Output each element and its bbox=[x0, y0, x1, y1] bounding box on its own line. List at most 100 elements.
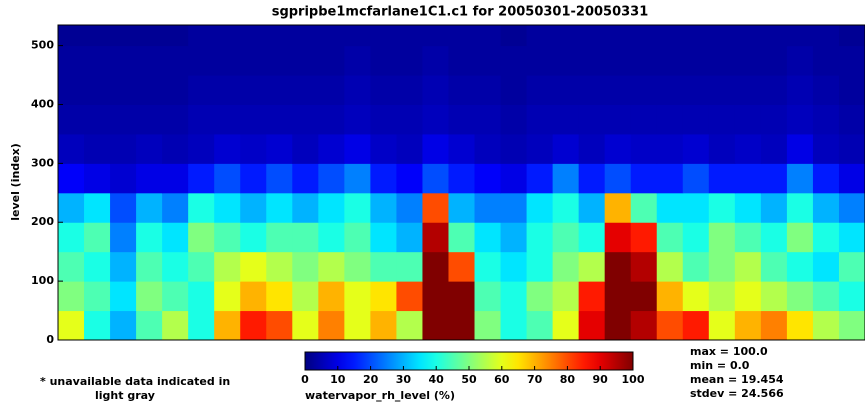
heat-cell bbox=[136, 25, 163, 47]
heat-cell bbox=[474, 251, 502, 282]
heat-cell bbox=[422, 25, 449, 47]
heat-cell bbox=[630, 222, 658, 253]
heat-cell bbox=[58, 104, 85, 135]
heat-cell bbox=[370, 281, 397, 312]
heat-cell bbox=[240, 163, 267, 194]
y-tick-label: 400 bbox=[31, 97, 54, 110]
heat-cell bbox=[604, 251, 632, 282]
heat-cell bbox=[370, 25, 397, 47]
heat-cell bbox=[162, 251, 189, 282]
heat-cell bbox=[812, 222, 840, 253]
heat-cell bbox=[162, 45, 189, 76]
heat-cell bbox=[552, 25, 580, 47]
heat-cell bbox=[240, 75, 267, 105]
heat-cell bbox=[552, 251, 580, 282]
heat-cell bbox=[526, 163, 554, 194]
heat-cell bbox=[604, 133, 632, 164]
heat-cell bbox=[162, 25, 189, 47]
heat-cell bbox=[318, 163, 345, 194]
heat-cell bbox=[682, 104, 710, 135]
heat-cell bbox=[682, 222, 710, 253]
heat-cell bbox=[266, 163, 293, 194]
heat-cell bbox=[838, 104, 865, 135]
heat-cell bbox=[734, 25, 762, 47]
heat-cell bbox=[682, 163, 710, 194]
heat-cell bbox=[162, 75, 189, 105]
heat-cell bbox=[812, 104, 840, 135]
heat-cell bbox=[318, 25, 345, 47]
heat-cell bbox=[708, 251, 736, 282]
heat-cell bbox=[188, 281, 215, 312]
heat-cell bbox=[422, 222, 449, 253]
heat-cell bbox=[500, 25, 528, 47]
heat-cell bbox=[500, 104, 528, 135]
heat-cell bbox=[760, 281, 788, 312]
heat-cell bbox=[136, 163, 163, 194]
heat-cell bbox=[760, 222, 788, 253]
heat-cell bbox=[578, 104, 606, 135]
heat-cell bbox=[110, 222, 137, 253]
heat-cell bbox=[786, 104, 814, 135]
heat-cell bbox=[214, 104, 241, 135]
heat-cell bbox=[240, 222, 267, 253]
heat-cell bbox=[734, 310, 762, 341]
heat-cell bbox=[708, 104, 736, 135]
colorbar-tick-label: 60 bbox=[494, 373, 510, 386]
heat-cell bbox=[448, 281, 476, 312]
heat-cell bbox=[708, 25, 736, 47]
heat-cell bbox=[136, 133, 163, 164]
heat-cell bbox=[500, 163, 528, 194]
heat-cell bbox=[214, 310, 241, 341]
heat-cell bbox=[760, 192, 788, 223]
heat-cell bbox=[474, 104, 502, 135]
heat-cell bbox=[682, 251, 710, 282]
heat-cell bbox=[604, 104, 632, 135]
heat-cell bbox=[448, 133, 476, 164]
heat-cell bbox=[786, 25, 814, 47]
heat-cell bbox=[266, 222, 293, 253]
heat-cell bbox=[786, 192, 814, 223]
heat-cell bbox=[760, 25, 788, 47]
heat-cell bbox=[370, 163, 397, 194]
heat-cell bbox=[162, 310, 189, 341]
heat-cell bbox=[630, 251, 658, 282]
heat-cell bbox=[344, 25, 371, 47]
heat-cell bbox=[58, 163, 85, 194]
heat-cell bbox=[214, 75, 241, 105]
heat-cell bbox=[630, 25, 658, 47]
heat-cell bbox=[526, 104, 554, 135]
heat-cell bbox=[266, 251, 293, 282]
heat-cell bbox=[812, 133, 840, 164]
heat-cell bbox=[214, 45, 241, 76]
heat-cell bbox=[630, 163, 658, 194]
heat-cell bbox=[448, 45, 476, 76]
heat-cell bbox=[396, 281, 423, 312]
heat-cell bbox=[552, 75, 580, 105]
heat-cell bbox=[396, 222, 423, 253]
heat-cell bbox=[760, 104, 788, 135]
heat-cell bbox=[84, 104, 111, 135]
heat-cell bbox=[188, 75, 215, 105]
heat-cell bbox=[136, 45, 163, 76]
heat-cell bbox=[240, 251, 267, 282]
heat-cell bbox=[838, 25, 865, 47]
heat-cell bbox=[682, 133, 710, 164]
heat-cell bbox=[552, 192, 580, 223]
heat-cell bbox=[604, 192, 632, 223]
heat-cell bbox=[292, 133, 319, 164]
stat: mean = 19.454 bbox=[690, 373, 784, 386]
heat-cell bbox=[292, 163, 319, 194]
heat-cell bbox=[214, 251, 241, 282]
heat-cell bbox=[474, 25, 502, 47]
heat-cell bbox=[58, 45, 85, 76]
y-tick-label: 0 bbox=[46, 333, 54, 346]
heat-cell bbox=[656, 192, 684, 223]
heat-cell bbox=[240, 192, 267, 223]
heat-cell bbox=[838, 251, 865, 282]
heat-cell bbox=[58, 310, 85, 341]
heat-cell bbox=[500, 222, 528, 253]
note-line: light gray bbox=[95, 389, 155, 402]
heat-cell bbox=[734, 45, 762, 76]
heat-cell bbox=[344, 104, 371, 135]
heat-cell bbox=[786, 222, 814, 253]
